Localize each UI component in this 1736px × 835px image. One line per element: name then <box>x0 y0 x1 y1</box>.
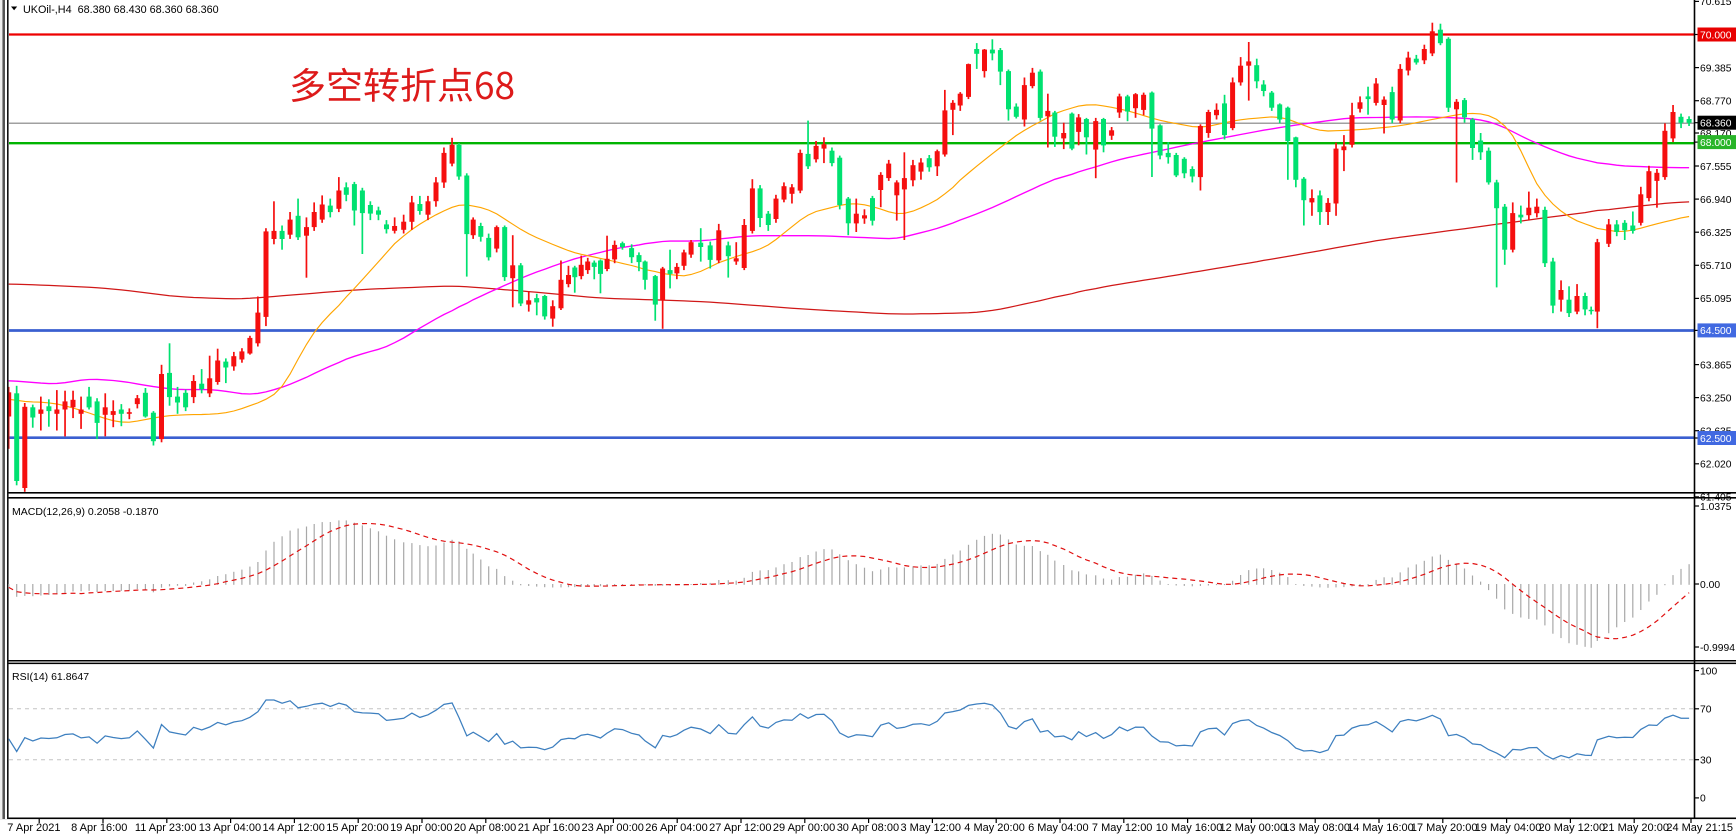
svg-text:7 Apr 2021: 7 Apr 2021 <box>7 822 60 834</box>
svg-text:7 May 12:00: 7 May 12:00 <box>1092 822 1153 834</box>
svg-text:70.615: 70.615 <box>1700 0 1732 8</box>
svg-text:6 May 04:00: 6 May 04:00 <box>1028 822 1089 834</box>
svg-text:3 May 12:00: 3 May 12:00 <box>901 822 962 834</box>
svg-text:13 May 08:00: 13 May 08:00 <box>1283 822 1350 834</box>
svg-text:15 Apr 20:00: 15 Apr 20:00 <box>326 822 388 834</box>
svg-text:29 Apr 00:00: 29 Apr 00:00 <box>773 822 835 834</box>
svg-text:67.555: 67.555 <box>1700 162 1732 173</box>
svg-text:4 May 20:00: 4 May 20:00 <box>964 822 1025 834</box>
svg-text:21 Apr 16:00: 21 Apr 16:00 <box>518 822 580 834</box>
svg-text:19 May 04:00: 19 May 04:00 <box>1475 822 1542 834</box>
svg-text:12 May 00:00: 12 May 00:00 <box>1220 822 1287 834</box>
svg-text:70.000: 70.000 <box>1700 30 1732 41</box>
svg-text:62.500: 62.500 <box>1700 434 1732 445</box>
svg-text:14 May 16:00: 14 May 16:00 <box>1347 822 1414 834</box>
svg-text:MACD(12,26,9) 0.2058 -0.1870: MACD(12,26,9) 0.2058 -0.1870 <box>12 506 159 518</box>
svg-text:13 Apr 04:00: 13 Apr 04:00 <box>199 822 261 834</box>
svg-text:66.940: 66.940 <box>1700 195 1732 206</box>
svg-text:69.385: 69.385 <box>1700 63 1732 74</box>
svg-text:63.250: 63.250 <box>1700 393 1732 404</box>
svg-text:14 Apr 12:00: 14 Apr 12:00 <box>263 822 325 834</box>
svg-text:19 Apr 00:00: 19 Apr 00:00 <box>390 822 452 834</box>
svg-text:30: 30 <box>1700 756 1712 767</box>
svg-text:RSI(14) 61.8647: RSI(14) 61.8647 <box>12 671 89 683</box>
svg-text:11 Apr 23:00: 11 Apr 23:00 <box>135 822 197 834</box>
svg-text:63.865: 63.865 <box>1700 360 1732 371</box>
svg-text:100: 100 <box>1700 666 1717 677</box>
svg-text:68.170: 68.170 <box>1700 129 1732 140</box>
svg-text:20 May 12:00: 20 May 12:00 <box>1539 822 1606 834</box>
svg-text:27 Apr 12:00: 27 Apr 12:00 <box>709 822 771 834</box>
svg-text:68.360: 68.360 <box>1700 119 1732 130</box>
svg-text:30 Apr 08:00: 30 Apr 08:00 <box>837 822 899 834</box>
svg-text:1.0375: 1.0375 <box>1700 502 1732 513</box>
svg-text:66.325: 66.325 <box>1700 228 1732 239</box>
svg-text:23 Apr 00:00: 23 Apr 00:00 <box>582 822 644 834</box>
svg-text:62.020: 62.020 <box>1700 460 1732 471</box>
svg-text:UKOil-,H4 68.380 68.430 68.36: UKOil-,H4 68.380 68.430 68.360 68.360 <box>23 4 219 16</box>
svg-text:21 May 20:00: 21 May 20:00 <box>1602 822 1669 834</box>
svg-text:68.000: 68.000 <box>1700 138 1732 149</box>
svg-text:0.00: 0.00 <box>1700 580 1720 591</box>
svg-text:68.770: 68.770 <box>1700 97 1732 108</box>
svg-text:24 May 21:15: 24 May 21:15 <box>1666 822 1733 834</box>
svg-text:8 Apr 16:00: 8 Apr 16:00 <box>71 822 127 834</box>
svg-text:17 May 20:00: 17 May 20:00 <box>1411 822 1478 834</box>
svg-text:70: 70 <box>1700 705 1712 716</box>
svg-text:26 Apr 04:00: 26 Apr 04:00 <box>645 822 707 834</box>
svg-text:10 May 16:00: 10 May 16:00 <box>1156 822 1223 834</box>
svg-text:61.405: 61.405 <box>1700 493 1732 504</box>
svg-text:20 Apr 08:00: 20 Apr 08:00 <box>454 822 516 834</box>
svg-text:65.710: 65.710 <box>1700 261 1732 272</box>
svg-text:-0.9994: -0.9994 <box>1700 643 1735 654</box>
svg-text:65.095: 65.095 <box>1700 294 1732 305</box>
svg-text:64.500: 64.500 <box>1700 326 1732 337</box>
svg-text:0: 0 <box>1700 794 1706 805</box>
